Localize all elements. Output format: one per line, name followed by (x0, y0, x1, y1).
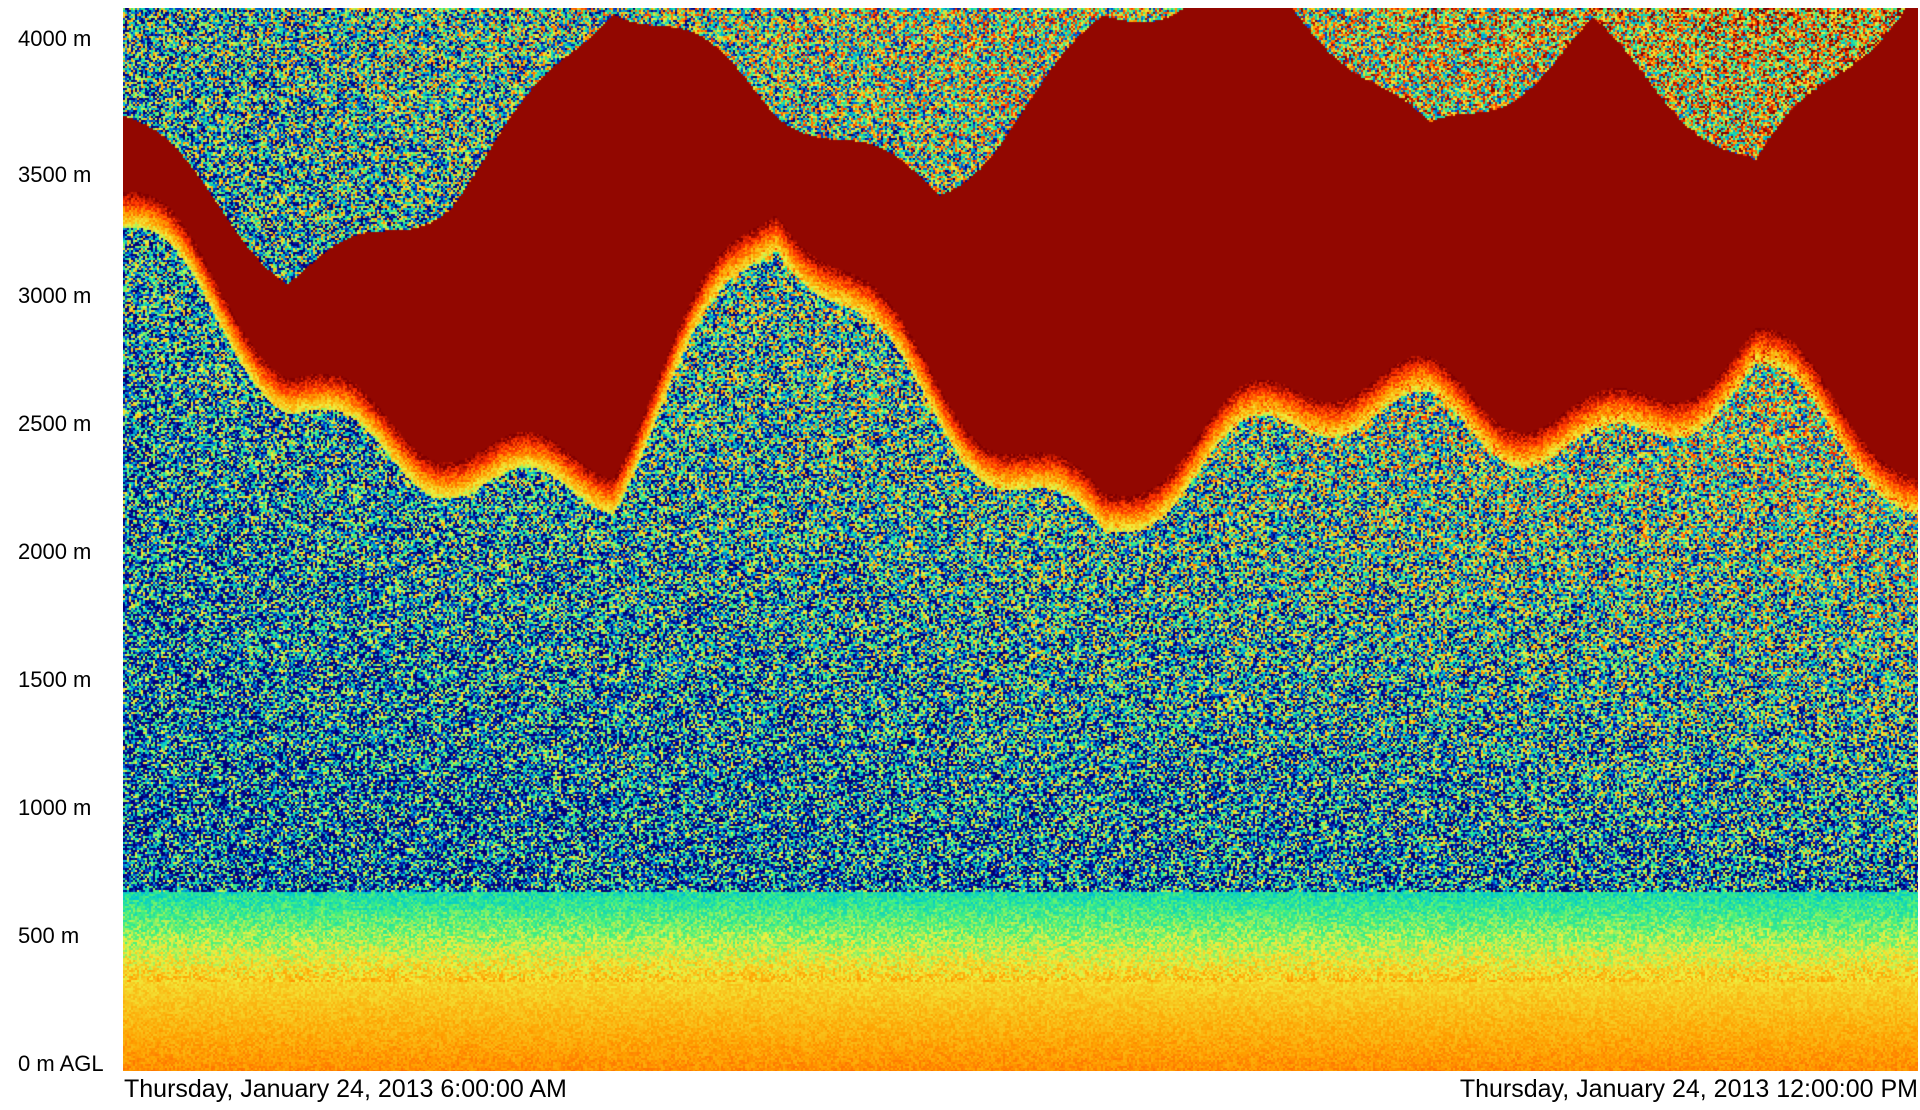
y-tick-label: 2500 m (18, 411, 92, 436)
y-tick-label: 2000 m (18, 539, 92, 564)
y-tick-label: 500 m (18, 923, 80, 948)
y-tick-label: 4000 m (18, 26, 92, 51)
y-tick-label: 3000 m (18, 283, 92, 308)
y-tick-label: 1000 m (18, 795, 92, 820)
y-tick-label: 3500 m (18, 162, 92, 187)
x-axis-end-label: Thursday, January 24, 2013 12:00:00 PM (1459, 1075, 1918, 1103)
ceilometer-backscatter-plot (123, 8, 1918, 1071)
x-axis-start-label: Thursday, January 24, 2013 6:00:00 AM (124, 1075, 567, 1103)
y-tick-label: 0 m AGL (18, 1051, 104, 1076)
backscatter-heatmap (123, 8, 1918, 1071)
y-tick-label: 1500 m (18, 667, 92, 692)
